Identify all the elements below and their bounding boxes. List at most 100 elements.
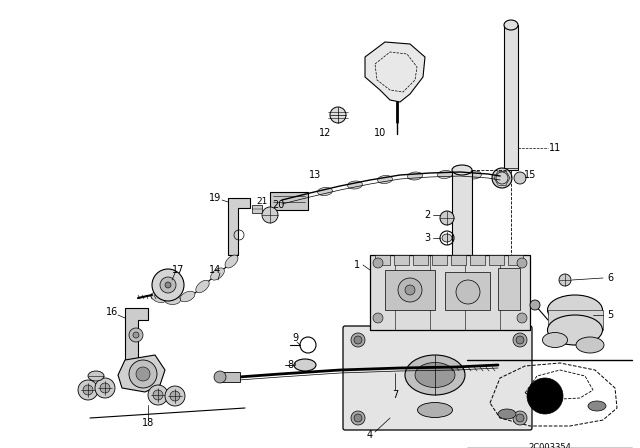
Circle shape bbox=[129, 328, 143, 342]
Polygon shape bbox=[365, 42, 425, 102]
Text: 18: 18 bbox=[142, 418, 154, 428]
Text: 17: 17 bbox=[172, 265, 184, 275]
FancyBboxPatch shape bbox=[343, 326, 532, 430]
Ellipse shape bbox=[294, 359, 316, 371]
Ellipse shape bbox=[588, 401, 606, 411]
Ellipse shape bbox=[348, 181, 362, 189]
Bar bbox=[452, 170, 472, 260]
Ellipse shape bbox=[180, 291, 195, 302]
Bar bbox=[270, 192, 308, 210]
Circle shape bbox=[405, 285, 415, 295]
Circle shape bbox=[170, 391, 180, 401]
Circle shape bbox=[262, 207, 278, 223]
Circle shape bbox=[513, 333, 527, 347]
Ellipse shape bbox=[196, 280, 209, 293]
Circle shape bbox=[516, 414, 524, 422]
Bar bbox=[451, 255, 466, 265]
Ellipse shape bbox=[547, 295, 602, 325]
Circle shape bbox=[492, 168, 512, 188]
Text: 1: 1 bbox=[354, 260, 360, 270]
Ellipse shape bbox=[543, 332, 568, 348]
Ellipse shape bbox=[498, 409, 516, 419]
Text: 10: 10 bbox=[374, 128, 386, 138]
Ellipse shape bbox=[415, 362, 455, 388]
Circle shape bbox=[351, 333, 365, 347]
Circle shape bbox=[148, 385, 168, 405]
Ellipse shape bbox=[151, 293, 166, 302]
Bar bbox=[432, 255, 447, 265]
Text: 21: 21 bbox=[256, 198, 268, 207]
Bar bbox=[413, 255, 428, 265]
Ellipse shape bbox=[467, 171, 481, 179]
Text: 19: 19 bbox=[209, 193, 221, 203]
Ellipse shape bbox=[408, 172, 422, 180]
Text: 20: 20 bbox=[272, 200, 284, 210]
Circle shape bbox=[373, 258, 383, 268]
Circle shape bbox=[516, 336, 524, 344]
Ellipse shape bbox=[576, 337, 604, 353]
Circle shape bbox=[100, 383, 110, 393]
Ellipse shape bbox=[289, 194, 303, 202]
Circle shape bbox=[398, 278, 422, 302]
Text: 12: 12 bbox=[319, 128, 331, 138]
Text: 15: 15 bbox=[524, 170, 536, 180]
Text: 4: 4 bbox=[367, 430, 373, 440]
Ellipse shape bbox=[438, 170, 452, 179]
Circle shape bbox=[530, 300, 540, 310]
Circle shape bbox=[95, 378, 115, 398]
Ellipse shape bbox=[164, 296, 180, 305]
Circle shape bbox=[214, 371, 226, 383]
Bar bbox=[548, 310, 603, 330]
Bar bbox=[489, 255, 504, 265]
Circle shape bbox=[373, 313, 383, 323]
Circle shape bbox=[165, 386, 185, 406]
Circle shape bbox=[160, 277, 176, 293]
Bar bbox=[385, 270, 435, 310]
Circle shape bbox=[514, 172, 526, 184]
Polygon shape bbox=[228, 198, 250, 255]
Bar bbox=[252, 205, 262, 213]
Text: 7: 7 bbox=[392, 390, 398, 400]
Bar bbox=[375, 255, 390, 265]
Circle shape bbox=[527, 378, 563, 414]
Text: 6: 6 bbox=[607, 273, 613, 283]
Circle shape bbox=[351, 411, 365, 425]
Text: 16: 16 bbox=[106, 307, 118, 317]
Ellipse shape bbox=[88, 371, 104, 381]
Polygon shape bbox=[118, 355, 165, 392]
Bar bbox=[445, 272, 490, 310]
Circle shape bbox=[133, 332, 139, 338]
Ellipse shape bbox=[225, 255, 238, 268]
Bar bbox=[220, 372, 240, 382]
Circle shape bbox=[330, 107, 346, 123]
Circle shape bbox=[513, 411, 527, 425]
Circle shape bbox=[354, 336, 362, 344]
Text: 2: 2 bbox=[424, 210, 430, 220]
Ellipse shape bbox=[452, 165, 472, 175]
Ellipse shape bbox=[417, 402, 452, 418]
Circle shape bbox=[517, 258, 527, 268]
Bar bbox=[504, 25, 518, 170]
Circle shape bbox=[78, 380, 98, 400]
Polygon shape bbox=[125, 308, 148, 362]
Bar bbox=[498, 268, 520, 310]
Text: 8: 8 bbox=[287, 360, 293, 370]
Text: 11: 11 bbox=[549, 143, 561, 153]
Circle shape bbox=[136, 367, 150, 381]
Circle shape bbox=[456, 280, 480, 304]
Bar bbox=[370, 255, 530, 330]
Circle shape bbox=[559, 274, 571, 286]
Text: 3: 3 bbox=[424, 233, 430, 243]
Circle shape bbox=[354, 414, 362, 422]
Ellipse shape bbox=[211, 268, 225, 280]
Circle shape bbox=[83, 385, 93, 395]
Ellipse shape bbox=[547, 315, 602, 345]
Circle shape bbox=[152, 269, 184, 301]
Text: 13: 13 bbox=[309, 170, 321, 180]
Circle shape bbox=[165, 282, 171, 288]
Ellipse shape bbox=[504, 20, 518, 30]
Text: 9: 9 bbox=[292, 333, 298, 343]
Circle shape bbox=[440, 211, 454, 225]
Text: 5: 5 bbox=[607, 310, 613, 320]
Circle shape bbox=[153, 390, 163, 400]
